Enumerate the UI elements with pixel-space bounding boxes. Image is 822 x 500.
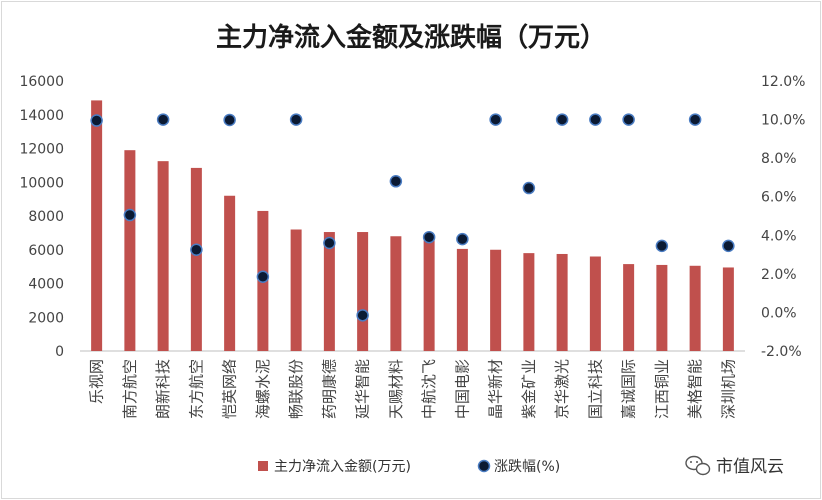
category-label: 畅联股份	[287, 359, 305, 419]
scatter-point	[589, 113, 602, 126]
category-label: 海螺水泥	[254, 359, 272, 419]
bar	[190, 167, 202, 351]
right-tick-label: 8.0%	[761, 151, 797, 167]
bar	[490, 249, 502, 351]
bar	[157, 161, 169, 351]
left-tick-label: 8000	[28, 209, 64, 225]
category-label: 紫金矿业	[520, 359, 538, 419]
category-label: 药明康德	[320, 359, 338, 419]
left-tick-label: 12000	[19, 142, 64, 158]
bar	[689, 265, 701, 351]
category-label: 京华激光	[553, 359, 571, 419]
chart-title: 主力净流入金额及涨跌幅（万元）	[216, 22, 606, 53]
bar	[290, 229, 302, 351]
scatter-point	[522, 181, 536, 195]
right-axis: -2.0% 0.0% 2.0% 4.0% 6.0% 8.0% 10.0% 12.0%	[761, 74, 805, 360]
category-label: 乐视网	[88, 359, 106, 404]
left-tick-label: 10000	[19, 175, 64, 191]
category-label: 东方航空	[187, 359, 205, 419]
bar	[390, 236, 402, 351]
scatter-point	[688, 113, 702, 126]
bar	[722, 267, 734, 351]
legend-bar-swatch	[258, 461, 268, 471]
legend-dot-label: 涨跌幅(%)	[494, 459, 560, 475]
scatter-point	[123, 208, 137, 222]
right-tick-label: 6.0%	[761, 190, 797, 206]
scatter-point	[289, 113, 303, 126]
scatter-point	[555, 113, 569, 126]
bar	[556, 253, 568, 351]
bar	[456, 248, 468, 351]
scatter-point	[190, 243, 203, 256]
bar	[523, 253, 535, 351]
left-tick-label: 2000	[28, 310, 64, 326]
right-tick-label: 4.0%	[761, 228, 797, 244]
left-tick-label: 14000	[19, 108, 64, 124]
scatter-point	[422, 230, 436, 244]
right-tick-label: 2.0%	[761, 267, 797, 283]
scatter-point	[456, 232, 469, 246]
watermark-text: 市值风云	[716, 457, 784, 477]
bar	[423, 240, 435, 351]
category-label: 深圳机场	[719, 359, 737, 419]
wechat-icon	[685, 455, 711, 476]
category-label: 晶华新材	[487, 359, 505, 419]
category-label: 朗新科技	[154, 359, 172, 419]
right-tick-label: 10.0%	[761, 113, 805, 129]
legend-bar-label: 主力净流入金额(万元)	[274, 459, 411, 475]
scatter-point	[90, 114, 103, 127]
right-tick-label: -2.0%	[761, 344, 802, 360]
scatter-point	[489, 113, 502, 126]
left-tick-label: 0	[55, 344, 64, 360]
scatter-point	[223, 113, 236, 127]
category-label: 延华智能	[354, 359, 372, 419]
bar	[224, 195, 236, 351]
category-labels: 乐视网 南方航空 朗新科技 东方航空 恺英网络 海螺水泥 畅联股份 药明康德 延华智能 天赐材料中…	[88, 359, 738, 419]
scatter-point	[256, 270, 270, 283]
right-tick-label: 12.0%	[761, 74, 805, 90]
scatter-series	[90, 113, 735, 322]
category-label: 中国电影	[453, 359, 471, 419]
bar	[623, 264, 635, 351]
scatter-point	[722, 239, 735, 253]
scatter-point	[356, 309, 369, 322]
left-tick-label: 4000	[28, 277, 64, 293]
bar	[124, 150, 136, 351]
category-label: 恺英网络	[221, 359, 239, 419]
scatter-point	[323, 236, 336, 250]
category-label: 嘉诚国际	[620, 359, 638, 419]
left-axis: 0 2000 4000 6000 8000 10000 12000 14000 16000	[19, 74, 64, 360]
left-tick-label: 16000	[19, 74, 64, 90]
category-label: 江西铜业	[653, 359, 671, 419]
bar-series	[91, 100, 734, 351]
category-label: 国立科技	[586, 359, 604, 419]
scatter-point	[655, 239, 669, 253]
watermark: 市值风云	[685, 455, 784, 477]
left-tick-label: 6000	[28, 243, 64, 259]
scatter-point	[156, 113, 170, 126]
category-label: 南方航空	[121, 359, 139, 419]
bar	[357, 232, 369, 351]
bar	[589, 256, 601, 351]
category-label: 美格智能	[686, 359, 704, 419]
bar	[91, 100, 103, 351]
bar	[323, 232, 335, 351]
category-label: 中航沈飞	[420, 359, 438, 419]
scatter-point	[389, 175, 403, 188]
right-tick-label: 0.0%	[761, 305, 797, 321]
bar	[656, 264, 668, 351]
legend: 主力净流入金额(万元) 涨跌幅(%)	[258, 459, 560, 475]
category-label: 天赐材料	[387, 359, 405, 419]
scatter-point	[622, 113, 635, 126]
legend-dot-swatch	[477, 459, 491, 473]
